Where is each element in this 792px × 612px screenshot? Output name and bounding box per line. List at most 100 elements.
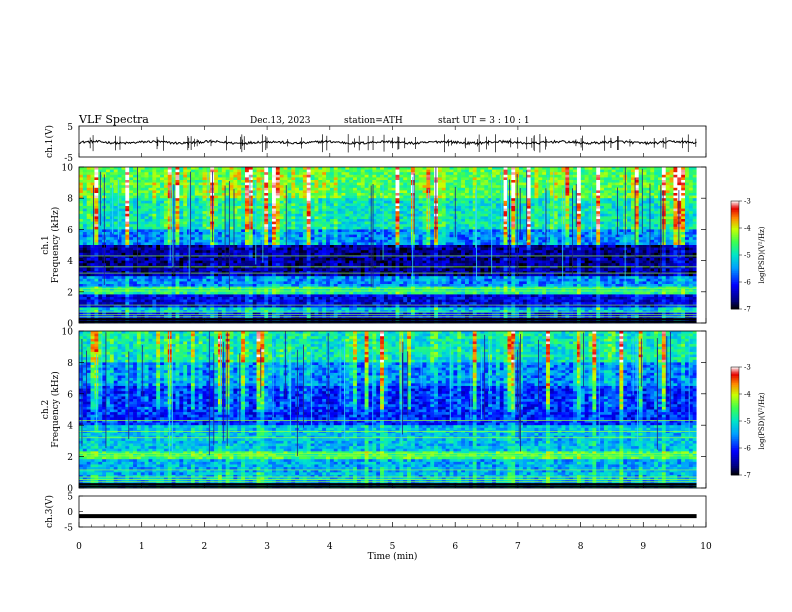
ch1-spectrogram-cell — [441, 216, 446, 220]
ch1-spectrogram-cell — [584, 182, 589, 186]
ch1-spectrogram-cell — [268, 187, 273, 191]
ch1-spectrogram-cell — [457, 190, 462, 194]
ch1-spectrogram-cell — [233, 245, 238, 248]
ch1-spectrogram-cell — [534, 226, 539, 230]
ch1-spectrogram-cell — [569, 169, 574, 173]
ch1-spectrogram-cell — [511, 195, 516, 199]
ch1-spectrogram-cell — [661, 195, 667, 199]
ch1-spectrogram-cell — [391, 216, 396, 220]
ch1-spectrogram-cell — [607, 239, 612, 243]
ch1-spectrogram-cell — [557, 213, 562, 217]
ch1-spectrogram-cell — [399, 226, 404, 230]
ch1-spectrogram-cell — [106, 221, 111, 225]
ch1-spectrogram-cell — [495, 172, 501, 176]
ch1-spectrogram-cell — [329, 177, 335, 181]
ch1-spectrogram-cell — [106, 213, 111, 217]
ch1-spectrogram-cell — [140, 221, 145, 225]
ch1-spectrogram-cell — [654, 174, 659, 178]
ch1-spectrogram-cell — [480, 193, 485, 196]
ch1-spectrogram-cell — [549, 242, 555, 246]
ch1-spectrogram-cell — [603, 213, 609, 217]
ch1-spectrogram-cell — [302, 208, 308, 212]
ch1-spectrogram-cell — [275, 216, 281, 220]
ch1-spectrogram-cell — [522, 226, 528, 230]
ch1-spectrogram-cell — [630, 224, 636, 228]
ch1-spectrogram-cell — [156, 180, 161, 183]
ch1-spectrogram-cell — [646, 208, 651, 212]
ch1-spectrogram-cell — [592, 226, 597, 230]
ch1-spectrogram-cell — [109, 224, 115, 228]
ch1-spectrogram-cell — [380, 206, 385, 209]
ch1-spectrogram-cell — [480, 237, 485, 241]
ch1-spectrogram-cell — [418, 232, 423, 235]
ch1-spectrogram-cell — [79, 185, 84, 189]
ch1-spectrogram-cell — [360, 234, 365, 238]
ch1-spectrogram-cell — [140, 172, 145, 176]
ch1-spectrogram-cell — [430, 219, 435, 222]
ch1-spectrogram-cell — [372, 206, 377, 209]
ch1-spectrogram-cell — [333, 245, 338, 248]
ch1-spectrogram-cell — [611, 169, 616, 173]
ch1-spectrogram-cell — [688, 182, 694, 186]
ch1-spectrogram-cell — [418, 211, 423, 215]
ch1-spectrogram-cell — [295, 177, 300, 181]
ch1-spectrogram-cell — [627, 239, 632, 243]
ch1-spectrogram-cell — [302, 187, 308, 191]
ch1-spectrogram-cell — [349, 211, 354, 215]
ch1-spectrogram-cell — [584, 237, 589, 241]
ch1-spectrogram-cell — [109, 174, 115, 178]
ch1-spectrogram-cell — [314, 239, 319, 243]
ch1-spectrogram-cell — [299, 208, 304, 212]
ch1-spectrogram-cell — [681, 221, 686, 225]
ch1-spectrogram-cell — [685, 239, 690, 243]
ch1-spectrogram-cell — [86, 234, 91, 238]
ch1-spectrogram-cell — [476, 206, 481, 209]
ch1-spectrogram-cell — [194, 219, 199, 222]
ch1-spectrogram-cell — [345, 224, 350, 228]
ch1-spectrogram-cell — [144, 216, 149, 220]
ch1-spectrogram-cell — [79, 219, 84, 222]
ch1-spectrogram-cell — [445, 208, 450, 212]
ch1-spectrogram-cell — [217, 221, 223, 225]
ch1-spectrogram-cell — [399, 208, 404, 212]
ch1-spectrogram-cell — [441, 190, 446, 194]
ch1-spectrogram-cell — [576, 185, 582, 189]
ch1-spectrogram-cell — [125, 211, 130, 215]
ch1-spectrogram-cell — [349, 232, 354, 235]
ch1-spectrogram-cell — [264, 200, 269, 204]
ch1-spectrogram-cell — [310, 167, 315, 170]
ch1-spectrogram-cell — [244, 185, 250, 189]
ch1-spectrogram-cell — [511, 234, 516, 238]
ch1-spectrogram-cell — [607, 185, 612, 189]
ch1-spectrogram-cell — [272, 239, 277, 243]
ch1-spectrogram-cell — [642, 187, 647, 191]
ch1-spectrogram-cell — [202, 211, 207, 215]
ch1-spectrogram-cell — [337, 203, 342, 207]
ch1-spectrogram-cell — [576, 239, 582, 243]
ch1-spectrogram-cell — [129, 213, 134, 217]
ch1-spectrogram-cell — [642, 229, 647, 233]
ch1-spectrogram-cell — [588, 213, 593, 217]
ch1-spectrogram-cell — [306, 190, 311, 194]
ch1-spectrogram-cell — [380, 216, 385, 220]
ch1-spectrogram-cell — [136, 206, 142, 209]
ch1-spectrogram-cell — [472, 208, 477, 212]
ch1-spectrogram-cell — [109, 237, 115, 241]
ch1-spectrogram-cell — [642, 167, 647, 170]
ch1-spectrogram-cell — [326, 229, 331, 233]
ch1-spectrogram-cell — [430, 208, 435, 212]
ch1-spectrogram-cell — [86, 226, 91, 230]
ch1-spectrogram-cell — [534, 206, 539, 209]
ch1-spectrogram-cell — [580, 232, 585, 235]
ch1-spectrogram-cell — [360, 182, 365, 186]
ch1-spectrogram-cell — [437, 208, 443, 212]
ch1-spectrogram-cell — [615, 172, 620, 176]
ch1-spectrogram-cell — [526, 182, 531, 186]
ch1-spectrogram-cell — [526, 206, 531, 209]
ch1-spectrogram-cell — [669, 182, 674, 186]
ch1-spectrogram-cell — [399, 216, 404, 220]
ch1-spectrogram-cell — [129, 190, 134, 194]
ch1-spectrogram-cell — [244, 177, 250, 181]
ch1-spectrogram-cell — [584, 232, 589, 235]
ch1-spectrogram-cell — [472, 195, 477, 199]
